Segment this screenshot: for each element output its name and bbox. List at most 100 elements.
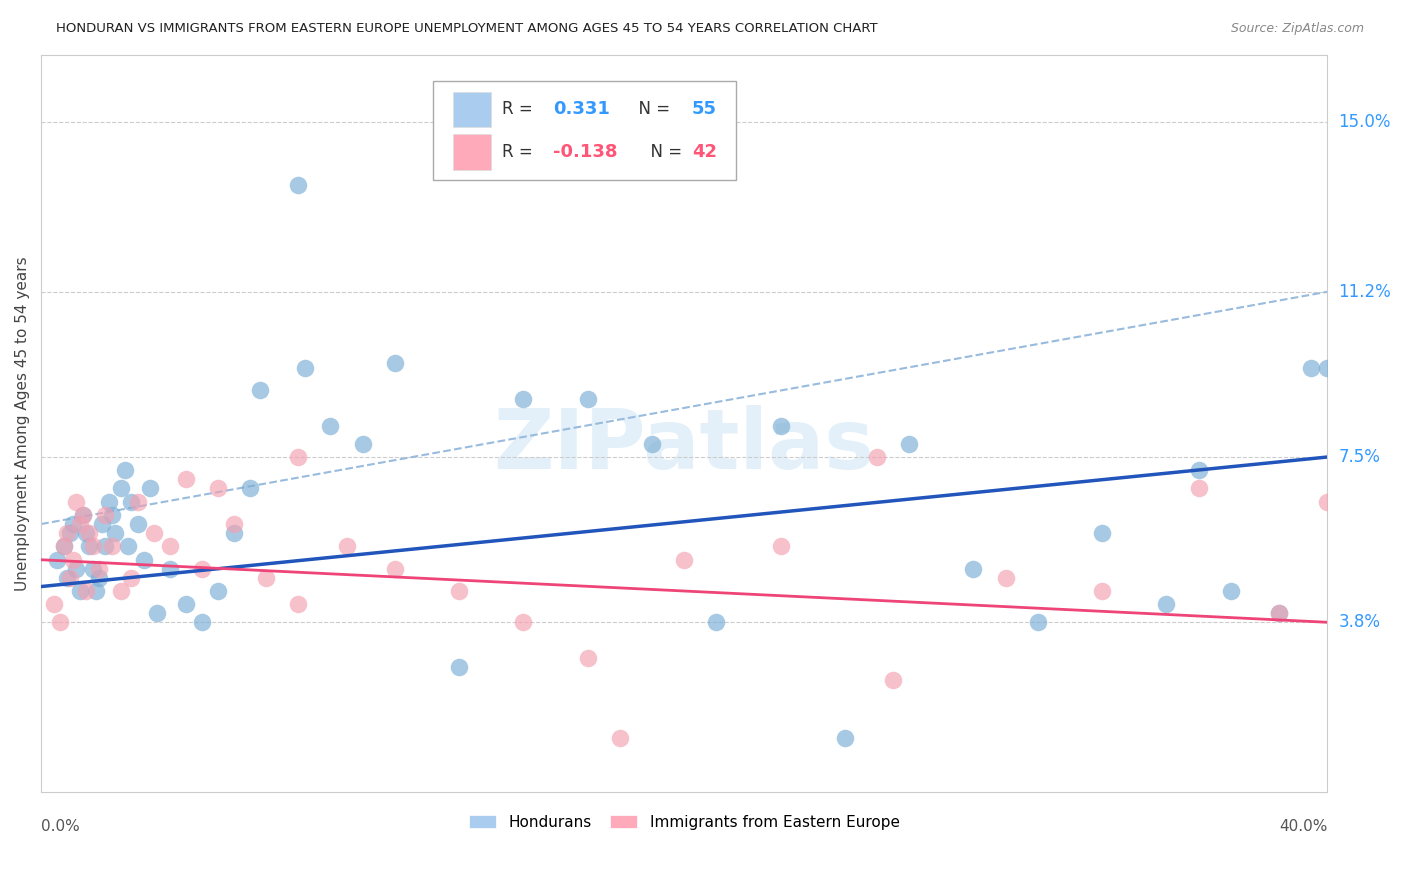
Point	[352, 436, 374, 450]
Point	[82, 540, 104, 554]
Point	[159, 540, 181, 554]
Point	[191, 615, 214, 630]
Point	[120, 494, 142, 508]
Point	[576, 651, 599, 665]
Point	[287, 598, 309, 612]
Point	[127, 516, 149, 531]
Point	[1316, 494, 1339, 508]
Point	[87, 571, 110, 585]
Point	[576, 392, 599, 406]
Point	[249, 383, 271, 397]
Point	[1187, 463, 1209, 477]
Point	[146, 607, 169, 621]
FancyBboxPatch shape	[453, 92, 491, 128]
Point	[69, 516, 91, 531]
Point	[673, 553, 696, 567]
Point	[94, 508, 117, 522]
Point	[898, 436, 921, 450]
Point	[42, 598, 65, 612]
Point	[69, 584, 91, 599]
Point	[75, 525, 97, 540]
Point	[319, 418, 342, 433]
Text: R =: R =	[502, 101, 537, 119]
Point	[139, 481, 162, 495]
Text: R =: R =	[502, 143, 537, 161]
Legend: Hondurans, Immigrants from Eastern Europe: Hondurans, Immigrants from Eastern Europ…	[463, 809, 905, 836]
Point	[159, 562, 181, 576]
Point	[1268, 607, 1291, 621]
Point	[127, 494, 149, 508]
Point	[1219, 584, 1241, 599]
Point	[52, 540, 75, 554]
Point	[91, 516, 114, 531]
Point	[97, 494, 120, 508]
Point	[222, 525, 245, 540]
Point	[222, 516, 245, 531]
Point	[254, 571, 277, 585]
Text: N =: N =	[640, 143, 688, 161]
Text: N =: N =	[627, 101, 675, 119]
Text: Source: ZipAtlas.com: Source: ZipAtlas.com	[1230, 22, 1364, 36]
Point	[335, 540, 357, 554]
Point	[174, 472, 197, 486]
Point	[1091, 525, 1114, 540]
Point	[59, 525, 82, 540]
Point	[866, 450, 889, 464]
Point	[994, 571, 1017, 585]
Point	[834, 731, 856, 746]
Text: 11.2%: 11.2%	[1339, 283, 1391, 301]
Point	[174, 598, 197, 612]
Point	[449, 584, 471, 599]
Point	[1299, 360, 1322, 375]
Point	[49, 615, 72, 630]
Point	[142, 525, 165, 540]
Point	[882, 673, 904, 688]
Point	[82, 562, 104, 576]
Point	[114, 463, 136, 477]
Point	[104, 525, 127, 540]
Text: 0.0%: 0.0%	[41, 819, 80, 834]
Point	[132, 553, 155, 567]
Point	[704, 615, 727, 630]
Point	[1316, 360, 1339, 375]
Point	[609, 731, 631, 746]
Point	[79, 525, 101, 540]
Point	[512, 392, 534, 406]
Point	[62, 553, 84, 567]
Point	[56, 525, 79, 540]
Point	[56, 571, 79, 585]
Point	[79, 540, 101, 554]
Point	[287, 178, 309, 192]
Point	[384, 562, 406, 576]
Text: 3.8%: 3.8%	[1339, 614, 1381, 632]
Point	[191, 562, 214, 576]
Point	[120, 571, 142, 585]
Point	[287, 450, 309, 464]
Point	[239, 481, 262, 495]
Point	[1156, 598, 1178, 612]
Point	[87, 562, 110, 576]
FancyBboxPatch shape	[433, 81, 735, 180]
Point	[72, 508, 94, 522]
Text: 40.0%: 40.0%	[1279, 819, 1327, 834]
Point	[59, 571, 82, 585]
Point	[52, 540, 75, 554]
Point	[110, 481, 132, 495]
FancyBboxPatch shape	[453, 134, 491, 169]
Point	[72, 508, 94, 522]
Point	[769, 418, 792, 433]
Y-axis label: Unemployment Among Ages 45 to 54 years: Unemployment Among Ages 45 to 54 years	[15, 256, 30, 591]
Point	[512, 615, 534, 630]
Point	[449, 660, 471, 674]
Point	[46, 553, 69, 567]
Point	[110, 584, 132, 599]
Text: HONDURAN VS IMMIGRANTS FROM EASTERN EUROPE UNEMPLOYMENT AMONG AGES 45 TO 54 YEAR: HONDURAN VS IMMIGRANTS FROM EASTERN EURO…	[56, 22, 877, 36]
Point	[962, 562, 984, 576]
Point	[1091, 584, 1114, 599]
Point	[1187, 481, 1209, 495]
Point	[62, 516, 84, 531]
Point	[207, 481, 229, 495]
Point	[207, 584, 229, 599]
Text: 55: 55	[692, 101, 717, 119]
Text: 42: 42	[692, 143, 717, 161]
